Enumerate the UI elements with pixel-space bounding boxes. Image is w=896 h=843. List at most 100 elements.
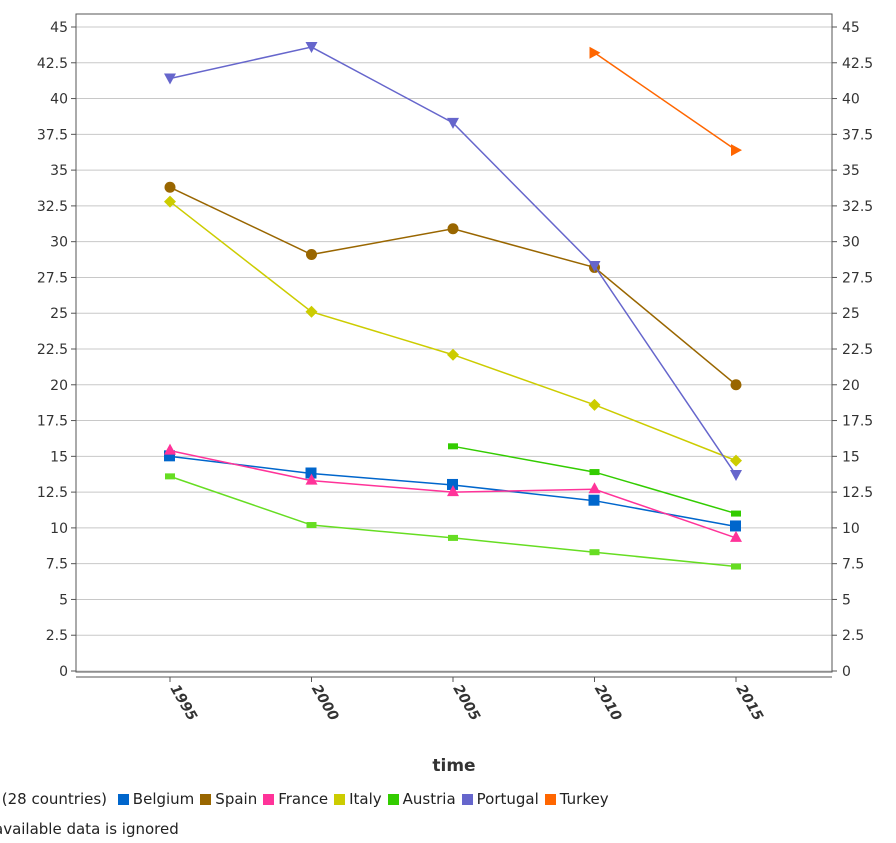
data-point	[447, 223, 459, 235]
legend-swatch	[117, 794, 129, 805]
series-layer	[164, 42, 742, 570]
data-point	[164, 443, 176, 455]
legend-label: Belgium	[132, 790, 195, 808]
data-point	[305, 305, 318, 318]
data-point	[305, 473, 318, 485]
y-tick-label-right: 37.5	[842, 127, 873, 143]
y-tick-label-left: 42.5	[37, 56, 68, 72]
grid-lines	[76, 26, 832, 672]
series-turkey	[589, 46, 742, 157]
legend-item-eu: U (28 countries)	[0, 790, 107, 808]
x-tick-label: 2000	[308, 682, 341, 724]
y-tick-label-right: 12.5	[842, 485, 873, 501]
legend-swatch	[387, 794, 399, 805]
series-france	[164, 443, 742, 542]
legend-label: Spain	[215, 790, 258, 808]
y-tick-label-right: 22.5	[842, 342, 873, 358]
legend-items: Belgium Spain France Italy Austria Portugal Tu…	[117, 790, 615, 808]
y-tick-label-right: 42.5	[842, 56, 873, 72]
y-tick-label-right: 40	[842, 92, 860, 108]
legend-swatch	[461, 794, 473, 805]
y-tick-label-left: 35	[50, 163, 68, 179]
y-tick-label-right: 10	[842, 521, 860, 537]
data-point	[164, 181, 176, 193]
y-tick-label-left: 12.5	[37, 485, 68, 501]
y-tick-label-right: 27.5	[842, 270, 873, 286]
series-austria	[448, 443, 741, 517]
data-point	[306, 249, 317, 261]
legend-label: Austria	[402, 790, 456, 808]
y-tick-label-left: 25	[50, 306, 68, 322]
data-point	[447, 348, 459, 361]
series-italy	[164, 195, 742, 467]
legend-swatch	[544, 794, 556, 805]
line-chart: 0 2.5 5 7.5 10 12.5 15 17.5 20 22.5 25 27.5 30 32.5 35…	[37, 13, 873, 776]
y-axis-left: 0 2.5 5 7.5 10 12.5 15 17.5 20 22.5 25 27.5 30 32.5 35…	[37, 14, 77, 680]
y-tick-label-right: 15	[842, 449, 860, 465]
plot-area	[75, 13, 833, 673]
x-axis: 1995 2000 2005 2010 2015	[76, 676, 832, 724]
data-point	[730, 530, 742, 542]
legend-item-belgium: Belgium	[117, 790, 195, 808]
data-point	[447, 117, 459, 129]
data-point	[730, 469, 742, 481]
series-portugal	[164, 42, 742, 481]
data-point	[448, 534, 458, 541]
y-tick-label-right: 0	[842, 664, 851, 680]
legend-label-eu: U (28 countries)	[0, 790, 108, 808]
data-point	[589, 469, 600, 476]
data-point	[589, 46, 601, 59]
y-tick-label-left: 10	[50, 521, 68, 537]
legend-item-turkey: Turkey	[544, 790, 609, 808]
y-tick-label-left: 27.5	[37, 270, 68, 286]
data-point	[589, 549, 600, 556]
legend-swatch	[200, 794, 212, 805]
legend-item-spain: Spain	[200, 790, 257, 808]
y-tick-label-left: 45	[50, 20, 68, 36]
y-tick-label-right: 35	[842, 163, 860, 179]
x-tick-label: 2015	[733, 682, 766, 724]
y-tick-label-left: 7.5	[46, 557, 68, 573]
data-point	[730, 454, 742, 467]
data-point	[305, 42, 318, 54]
y-tick-label-left: 30	[50, 235, 68, 251]
data-point	[165, 473, 175, 480]
series-austria-2	[165, 473, 741, 570]
legend: U (28 countries) Belgium Spain France Italy…	[0, 790, 615, 808]
y-tick-label-right: 2.5	[842, 628, 864, 644]
legend-item-italy: Italy	[334, 790, 382, 808]
series-belgium	[164, 450, 741, 532]
legend-label: France	[278, 790, 329, 808]
y-tick-label-left: 2.5	[46, 628, 68, 644]
data-point	[164, 450, 175, 462]
y-tick-label-left: 22.5	[37, 342, 68, 358]
data-point	[448, 443, 458, 450]
data-point	[731, 563, 741, 570]
data-point	[164, 73, 176, 85]
data-point	[588, 494, 600, 506]
footnote: available data is ignored	[0, 820, 179, 838]
legend-label: Turkey	[559, 790, 609, 808]
data-point	[730, 379, 742, 391]
data-point	[588, 398, 601, 411]
y-tick-label-right: 25	[842, 306, 860, 322]
data-point	[731, 144, 742, 157]
y-tick-label-right: 32.5	[842, 199, 873, 215]
y-tick-label-left: 0	[59, 664, 68, 680]
legend-item-france: France	[263, 790, 328, 808]
legend-label: Portugal	[476, 790, 539, 808]
data-point	[305, 467, 317, 479]
y-tick-label-left: 20	[50, 378, 68, 394]
y-tick-label-left: 40	[50, 92, 68, 108]
series-line	[594, 52, 737, 151]
y-tick-label-right: 5	[842, 592, 851, 608]
y-tick-label-right: 17.5	[842, 414, 873, 430]
y-tick-label-right: 30	[842, 235, 860, 251]
data-point	[164, 195, 176, 208]
legend-swatch	[334, 794, 346, 805]
data-point	[306, 522, 317, 529]
y-axis-right: 0 2.5 5 7.5 10 12.5 15 17.5 20 22.5 25 27.5 30 32.5 35…	[831, 14, 873, 680]
y-tick-label-right: 7.5	[842, 557, 864, 573]
data-point	[588, 482, 601, 494]
data-point	[731, 510, 741, 517]
